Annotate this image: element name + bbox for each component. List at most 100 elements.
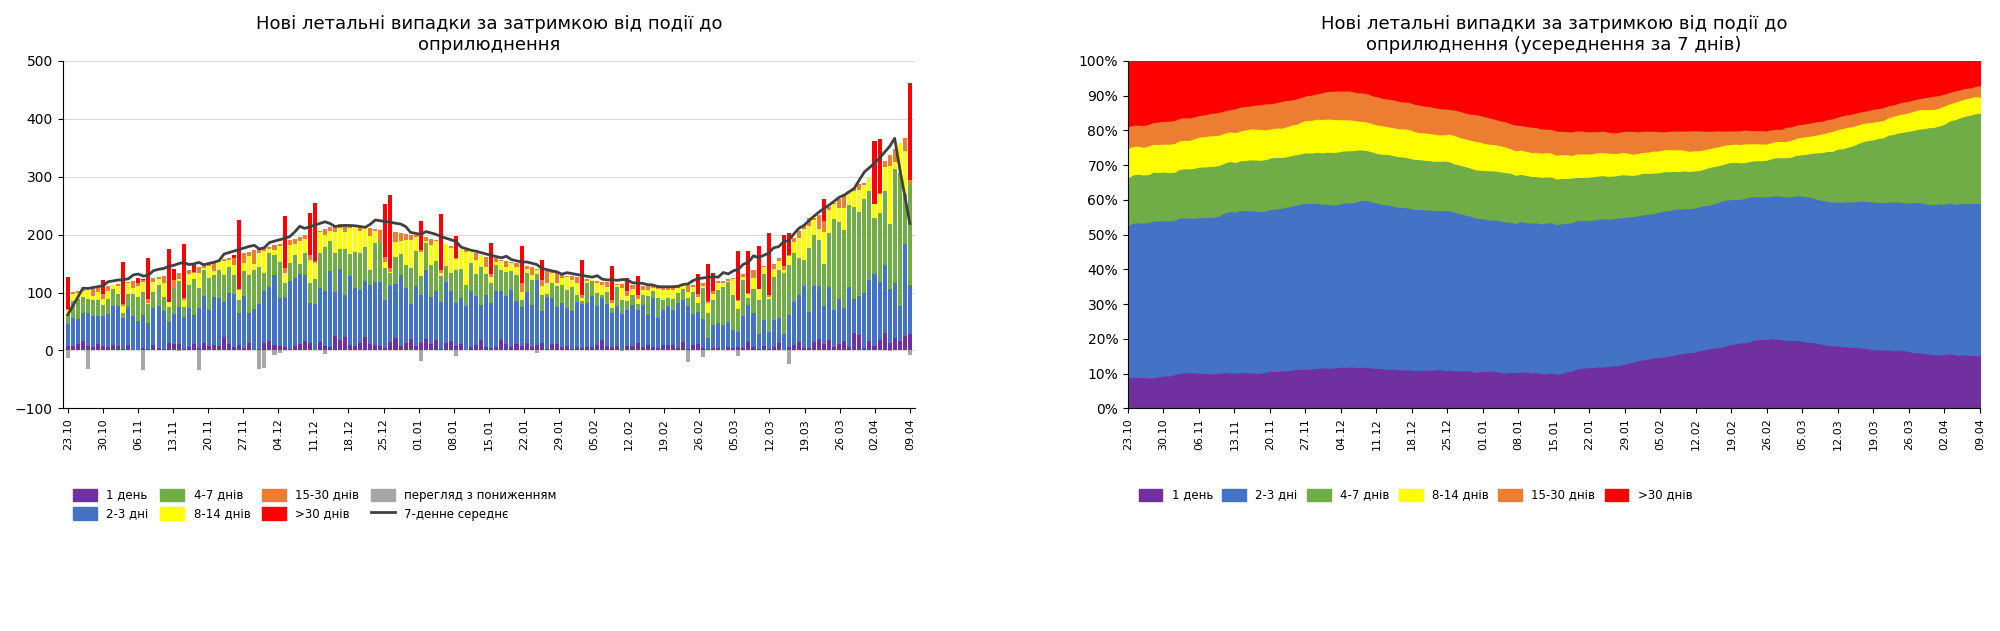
Bar (448, 273, 452, 292)
Bar (162, 297, 166, 311)
Bar (812, 218, 816, 220)
Bar (408, 339, 412, 350)
Bar (302, 275, 306, 341)
Bar (534, 345, 538, 350)
Bar (434, 241, 438, 261)
Bar (610, 266, 614, 300)
Bar (576, 347, 580, 350)
Bar (530, 280, 534, 305)
Bar (156, 279, 160, 285)
Bar (156, 277, 160, 279)
Bar (70, 294, 74, 301)
Bar (586, 303, 590, 346)
Bar (404, 343, 408, 350)
Bar (212, 345, 216, 350)
Bar (712, 273, 716, 291)
Bar (640, 305, 644, 348)
Bar (404, 288, 408, 343)
Bar (776, 343, 780, 350)
Bar (762, 274, 766, 319)
Bar (102, 280, 106, 293)
Bar (656, 287, 660, 289)
Bar (872, 218, 876, 274)
Bar (702, 286, 706, 288)
Bar (494, 347, 498, 350)
Bar (80, 341, 84, 350)
Bar (454, 346, 458, 350)
Bar (670, 345, 674, 350)
Title: Нові летальні випадки за затримкою від події до
оприлюднення: Нові летальні випадки за затримкою від п… (256, 15, 722, 54)
Bar (212, 275, 216, 297)
Bar (96, 288, 100, 292)
Bar (806, 348, 810, 350)
Bar (878, 139, 882, 193)
Bar (176, 281, 180, 307)
Bar (262, 343, 266, 350)
Bar (550, 273, 554, 283)
Bar (434, 240, 438, 241)
Bar (146, 258, 150, 299)
Bar (484, 295, 488, 347)
Bar (90, 288, 94, 295)
Bar (196, 308, 200, 348)
Bar (756, 300, 760, 334)
Bar (606, 304, 610, 346)
Bar (172, 280, 176, 288)
Bar (312, 261, 316, 263)
Bar (888, 289, 892, 343)
Bar (282, 297, 286, 347)
Bar (298, 344, 302, 350)
Bar (868, 341, 872, 350)
Bar (766, 295, 770, 297)
Bar (650, 298, 654, 347)
Bar (192, 272, 196, 273)
Bar (106, 291, 110, 299)
Bar (122, 306, 126, 313)
Bar (818, 229, 822, 240)
Bar (374, 232, 378, 244)
Bar (544, 271, 548, 283)
Bar (126, 345, 130, 350)
Bar (742, 274, 746, 277)
Bar (650, 286, 654, 288)
Bar (570, 349, 574, 350)
Bar (586, 283, 590, 303)
Bar (344, 232, 348, 249)
Bar (344, 295, 348, 338)
Bar (438, 214, 442, 270)
Bar (196, 288, 200, 308)
Bar (348, 254, 352, 276)
Bar (126, 283, 130, 294)
Bar (792, 302, 796, 345)
Bar (384, 348, 388, 350)
Bar (656, 317, 660, 348)
Bar (762, 268, 766, 274)
Bar (706, 313, 710, 338)
Bar (202, 343, 206, 350)
Bar (302, 253, 306, 275)
Bar (112, 306, 116, 345)
Bar (746, 305, 750, 342)
Bar (848, 286, 852, 347)
Bar (152, 281, 156, 293)
Bar (368, 285, 372, 344)
Bar (152, 278, 156, 281)
Bar (428, 344, 432, 350)
Bar (772, 277, 776, 320)
Bar (176, 350, 180, 351)
Bar (332, 336, 338, 350)
Bar (142, 280, 146, 281)
Bar (218, 346, 222, 350)
Bar (554, 307, 558, 345)
Bar (288, 281, 292, 349)
Bar (318, 342, 322, 350)
Bar (812, 235, 816, 286)
Bar (484, 268, 488, 274)
Bar (660, 345, 664, 350)
Bar (786, 255, 790, 256)
Bar (258, 304, 262, 348)
Bar (228, 267, 232, 293)
Bar (312, 204, 316, 261)
Bar (202, 270, 206, 296)
Bar (534, 270, 538, 273)
